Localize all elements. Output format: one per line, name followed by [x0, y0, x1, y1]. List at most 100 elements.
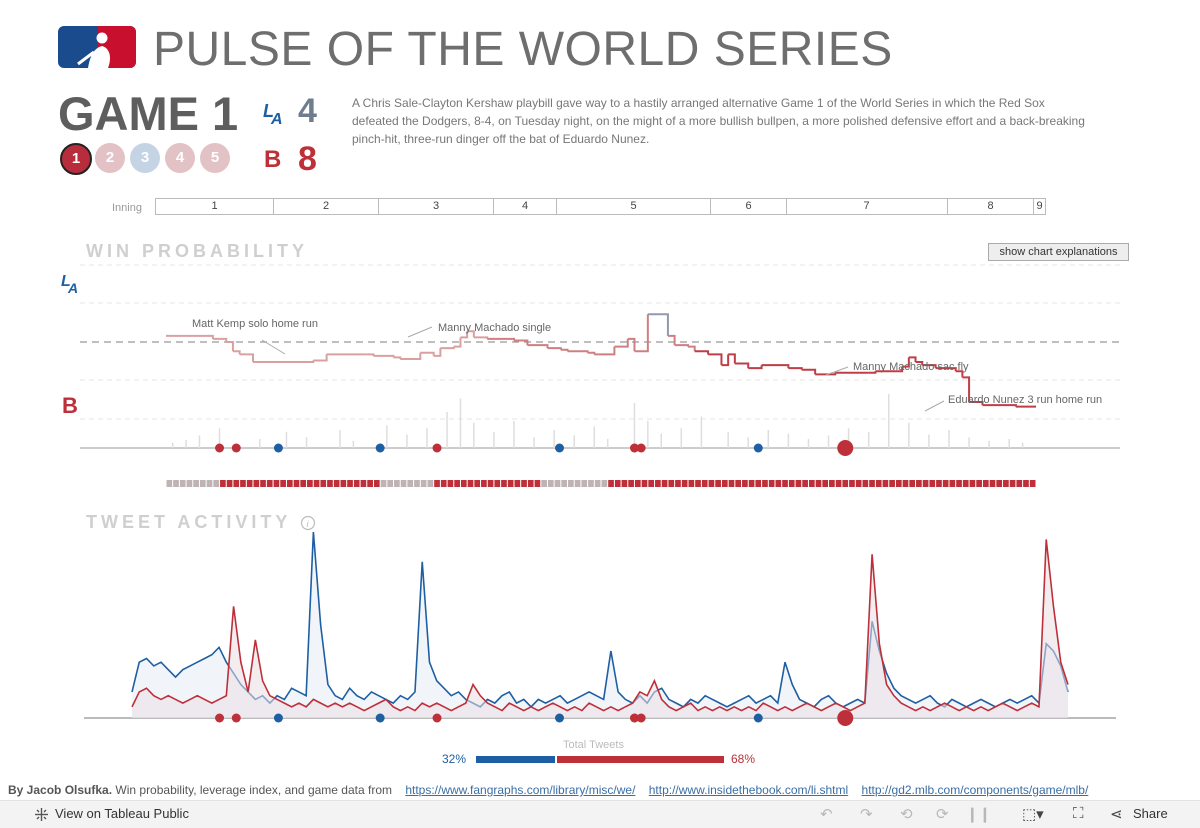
possession-strip-cell: [286, 480, 293, 487]
footer-link-fangraphs[interactable]: https://www.fangraphs.com/library/misc/w…: [405, 783, 636, 797]
win-probability-segment: [801, 368, 817, 375]
win-probability-segment: [487, 337, 515, 341]
scoring-event-dot: [837, 440, 854, 456]
possession-strip-cell: [788, 480, 795, 487]
annotation-leader: [924, 400, 945, 412]
possession-strip-cell: [875, 480, 882, 487]
download-icon[interactable]: ⬚▾: [1022, 806, 1044, 823]
svg-text:L: L: [263, 101, 274, 121]
share-button[interactable]: Share: [1133, 806, 1168, 821]
possession-strip-cell: [634, 480, 641, 487]
possession-strip-cell: [882, 480, 889, 487]
possession-strip-cell: [601, 480, 608, 487]
footer-link-mlb[interactable]: http://gd2.mlb.com/components/game/mlb/: [861, 783, 1089, 797]
scoring-event-dot: [375, 443, 385, 453]
footer-link-insidethebook[interactable]: http://www.insidethebook.com/li.shtml: [648, 783, 849, 797]
inning-8-cell[interactable]: 8: [948, 199, 1034, 214]
possession-strip-cell: [748, 480, 755, 487]
annotation-label: Manny Machado single: [438, 322, 551, 334]
inning-2-cell[interactable]: 2: [274, 199, 379, 214]
total-tweets-label: Total Tweets: [563, 739, 624, 751]
footer-credit-text: Win probability, leverage index, and gam…: [115, 783, 392, 797]
possession-strip-cell: [849, 480, 855, 487]
inning-9-cell[interactable]: 9: [1036, 200, 1043, 212]
refresh-icon[interactable]: ⟳: [936, 806, 949, 823]
tweet-line-red-sox: [131, 539, 1069, 712]
possession-strip-cell: [434, 480, 440, 487]
win-probability-segment: [674, 344, 689, 347]
game-1-button[interactable]: 1: [60, 143, 92, 175]
possession-strip-cell: [280, 480, 286, 487]
possession-strip-cell: [568, 480, 574, 487]
win-probability-segment: [908, 356, 917, 363]
possession-strip-cell: [307, 480, 313, 487]
possession-strip-cell: [420, 480, 427, 487]
win-probability-segment: [440, 346, 455, 350]
possession-strip-cell: [842, 480, 849, 487]
inning-label: Inning: [112, 202, 142, 214]
possession-strip-cell: [481, 480, 487, 487]
tweet-line-dodgers: [131, 531, 1069, 708]
fullscreen-icon[interactable]: ⛶: [1073, 805, 1084, 822]
red-sox-logo-icon: B: [264, 146, 281, 173]
possession-strip-cell: [300, 480, 307, 487]
possession-strip-cell: [226, 480, 233, 487]
win-probability-segment: [962, 376, 971, 403]
possession-strip-cell: [1016, 480, 1023, 487]
possession-strip-cell: [802, 480, 808, 487]
win-probability-segment: [761, 364, 790, 369]
possession-strip-cell: [775, 480, 782, 487]
view-on-tableau-link[interactable]: View on Tableau Public: [55, 806, 189, 821]
possession-strip-cell: [173, 480, 179, 487]
inning-4-cell[interactable]: 4: [494, 199, 557, 214]
footer-credit: By Jacob Olsufka. Win probability, lever…: [8, 783, 1088, 797]
inning-6-cell[interactable]: 6: [711, 199, 787, 214]
win-probability-segment: [226, 341, 234, 352]
inning-7-cell[interactable]: 7: [786, 199, 948, 214]
possession-strip-cell: [233, 480, 240, 487]
tweet-area-dodgers: [132, 532, 1068, 718]
share-icon[interactable]: ⋖: [1110, 806, 1123, 823]
win-probability-segment: [667, 334, 676, 346]
possession-strip-cell: [373, 480, 380, 487]
tableau-logo-icon[interactable]: [34, 807, 49, 822]
possession-strip-cell: [895, 480, 902, 487]
win-probability-segment: [366, 353, 375, 356]
possession-strip-cell: [715, 480, 721, 487]
inning-3-cell[interactable]: 3: [379, 199, 494, 214]
inning-1-cell[interactable]: 1: [156, 199, 274, 214]
possession-strip-cell: [621, 480, 628, 487]
annotation-label: Matt Kemp solo home run: [192, 318, 318, 330]
win-probability-segment: [875, 366, 904, 373]
tweet-scoring-event-dot: [753, 713, 763, 723]
possession-strip-cell: [661, 480, 668, 487]
dodgers-share: 32%: [442, 752, 467, 766]
game-5-button[interactable]: 5: [200, 143, 230, 173]
info-icon[interactable]: i: [300, 515, 316, 531]
possession-strip-cell: [454, 480, 460, 487]
scoring-event-dot: [231, 443, 241, 453]
revert-icon[interactable]: ⟲: [900, 806, 913, 823]
win-probability-segment: [567, 350, 589, 353]
show-explanations-button[interactable]: show chart explanations: [988, 243, 1129, 261]
scoring-event-dot: [753, 443, 763, 453]
possession-strip-cell: [206, 480, 213, 487]
game-2-button[interactable]: 2: [95, 143, 125, 173]
possession-strip-cell: [253, 480, 260, 487]
possession-strip-cell: [668, 480, 675, 487]
undo-icon[interactable]: ↶: [820, 806, 833, 823]
game-3-button[interactable]: 3: [130, 143, 160, 173]
tweet-scoring-event-dot: [215, 713, 225, 723]
possession-strip-cell: [340, 480, 347, 487]
possession-strip-cell: [708, 480, 715, 487]
game-4-button[interactable]: 4: [165, 143, 195, 173]
win-probability-segment: [393, 356, 402, 359]
pause-icon[interactable]: ❙❙: [966, 806, 992, 823]
possession-strip-cell: [460, 480, 467, 487]
redo-icon[interactable]: ↷: [860, 806, 873, 823]
footer-author: By Jacob Olsufka.: [8, 783, 113, 797]
win-probability-segment: [748, 365, 763, 370]
possession-strip-cell: [782, 480, 788, 487]
inning-5-cell[interactable]: 5: [557, 199, 711, 214]
